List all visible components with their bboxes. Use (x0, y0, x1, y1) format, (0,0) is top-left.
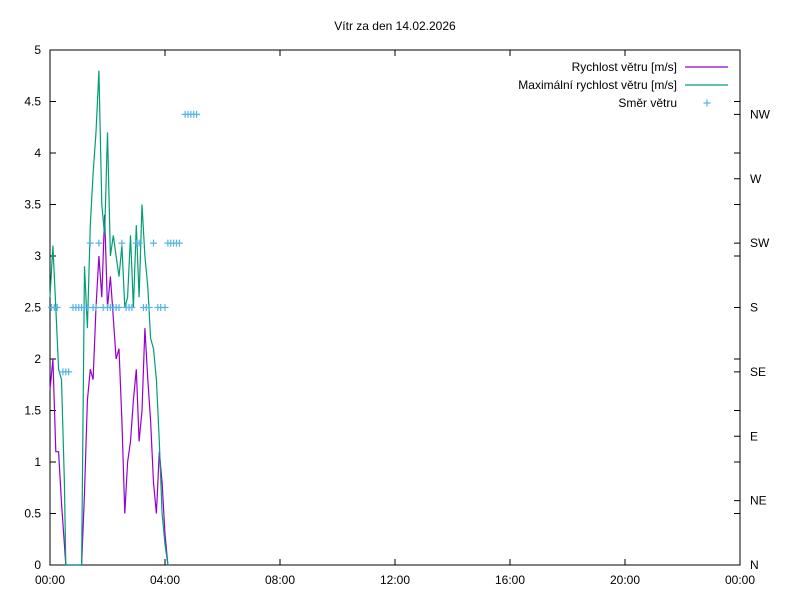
y-tick-label: 2.5 (24, 301, 41, 315)
series-line-max-speed (49, 70, 170, 566)
y-tick-label: 4.5 (24, 95, 41, 109)
y-tick-label: 2 (34, 352, 41, 366)
y2-tick-label: E (750, 429, 758, 443)
y-tick-label: 0.5 (24, 507, 41, 521)
direction-point (86, 239, 94, 247)
direction-point (128, 304, 136, 311)
y2-tick-label: SW (750, 236, 770, 250)
legend-label: Maximální rychlost větru [m/s] (518, 78, 677, 92)
direction-point (145, 304, 153, 311)
y-tick-label: 1.5 (24, 404, 41, 418)
direction-point (150, 239, 157, 247)
y2-tick-label: N (750, 558, 759, 572)
y-tick-label: 5 (34, 43, 41, 57)
direction-point (161, 304, 169, 311)
direction-point (135, 239, 143, 247)
direction-point (53, 304, 61, 311)
legend-label: Směr větru (618, 96, 677, 110)
x-tick-label: 16:00 (495, 573, 525, 587)
axes: 0 0.5 1 1.5 2 2.5 3 3.5 4 4.5 5 N NE E SE S SW W NW 00:00 04… (24, 43, 770, 587)
x-tick-label: 08:00 (265, 573, 295, 587)
chart-title: Vítr za den 14.02.2026 (334, 19, 456, 33)
direction-point (118, 239, 126, 247)
y-tick-label: 0 (34, 558, 41, 572)
direction-point (175, 239, 183, 247)
direction-point (95, 239, 103, 247)
direction-point (65, 368, 73, 376)
legend-swatch (703, 99, 711, 107)
y2-tick-label: W (750, 172, 762, 186)
series-layer (47, 70, 201, 566)
series-line-speed (49, 214, 170, 566)
y2-tick-label: NE (750, 494, 767, 508)
legend-label: Rychlost větru [m/s] (572, 60, 677, 74)
x-tick-label: 20:00 (610, 573, 640, 587)
y-tick-label: 3 (34, 249, 41, 263)
x-tick-label: 12:00 (380, 573, 410, 587)
direction-point (193, 110, 201, 118)
x-tick-label: 04:00 (150, 573, 180, 587)
x-tick-label: 00:00 (725, 573, 755, 587)
y-tick-label: 3.5 (24, 198, 41, 212)
direction-point (115, 304, 123, 311)
y-tick-label: 4 (34, 146, 41, 160)
y-tick-label: 1 (34, 455, 41, 469)
y2-tick-label: NW (750, 107, 771, 121)
y2-tick-label: S (750, 301, 758, 315)
legend: Rychlost větru [m/s] Maximální rychlost v… (518, 60, 728, 110)
y2-tick-label: SE (750, 365, 766, 379)
direction-point (92, 304, 100, 311)
x-tick-label: 00:00 (35, 573, 65, 587)
